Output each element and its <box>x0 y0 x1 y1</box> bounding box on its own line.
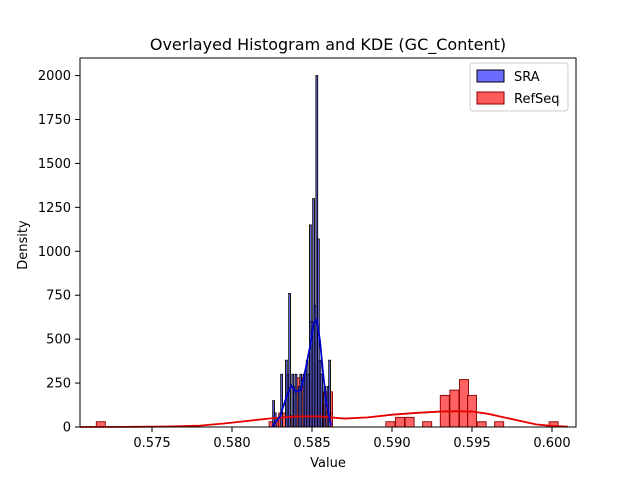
y-tick-label: 1500 <box>38 157 71 172</box>
legend-swatch-sra <box>476 69 505 83</box>
refseq-bar <box>449 389 460 428</box>
sra-kde-line <box>271 317 333 428</box>
sra-bar <box>294 373 298 428</box>
sra-bar <box>299 373 303 428</box>
y-tick-label: 0 <box>63 421 71 436</box>
refseq-bar <box>404 416 415 428</box>
sra-bar <box>280 373 283 428</box>
refseq-bar <box>494 421 505 428</box>
y-tick-label: 1250 <box>38 201 71 216</box>
y-axis-label: Density <box>16 220 31 270</box>
y-tick-label: 1750 <box>38 113 71 128</box>
x-axis-label: Value <box>310 456 346 471</box>
chart-title: Overlayed Histogram and KDE (GC_Content) <box>150 35 506 55</box>
x-tick-label: 0.590 <box>373 436 410 451</box>
y-tick-label: 250 <box>46 377 71 392</box>
plot-frame <box>79 57 577 428</box>
sra-bar <box>320 373 323 428</box>
x-tick-label: 0.600 <box>533 436 570 451</box>
y-tick-label: 750 <box>46 289 71 304</box>
sra-bar <box>288 293 291 428</box>
refseq-bar <box>385 421 396 428</box>
y-tick-label: 500 <box>46 333 71 348</box>
refseq-bar <box>422 421 433 428</box>
legend: SRA RefSeq <box>469 62 569 112</box>
y-tick-label: 1000 <box>38 245 71 260</box>
y-axis: 0 250 500 750 1000 1250 1500 1750 2000 <box>38 69 80 436</box>
legend-swatch-refseq <box>476 91 505 105</box>
refseq-bar <box>395 416 405 428</box>
x-tick-label: 0.580 <box>213 436 250 451</box>
x-tick-label: 0.595 <box>453 436 490 451</box>
x-axis: 0.575 0.580 0.585 0.590 0.595 0.600 <box>133 427 571 451</box>
x-tick-label: 0.585 <box>293 436 330 451</box>
legend-label-refseq: RefSeq <box>514 92 560 107</box>
refseq-bar <box>476 421 487 428</box>
plot-area <box>79 57 577 428</box>
refseq-kde-line <box>79 410 569 428</box>
y-tick-label: 2000 <box>38 69 71 84</box>
x-tick-label: 0.575 <box>133 436 170 451</box>
legend-label-sra: SRA <box>514 70 540 85</box>
